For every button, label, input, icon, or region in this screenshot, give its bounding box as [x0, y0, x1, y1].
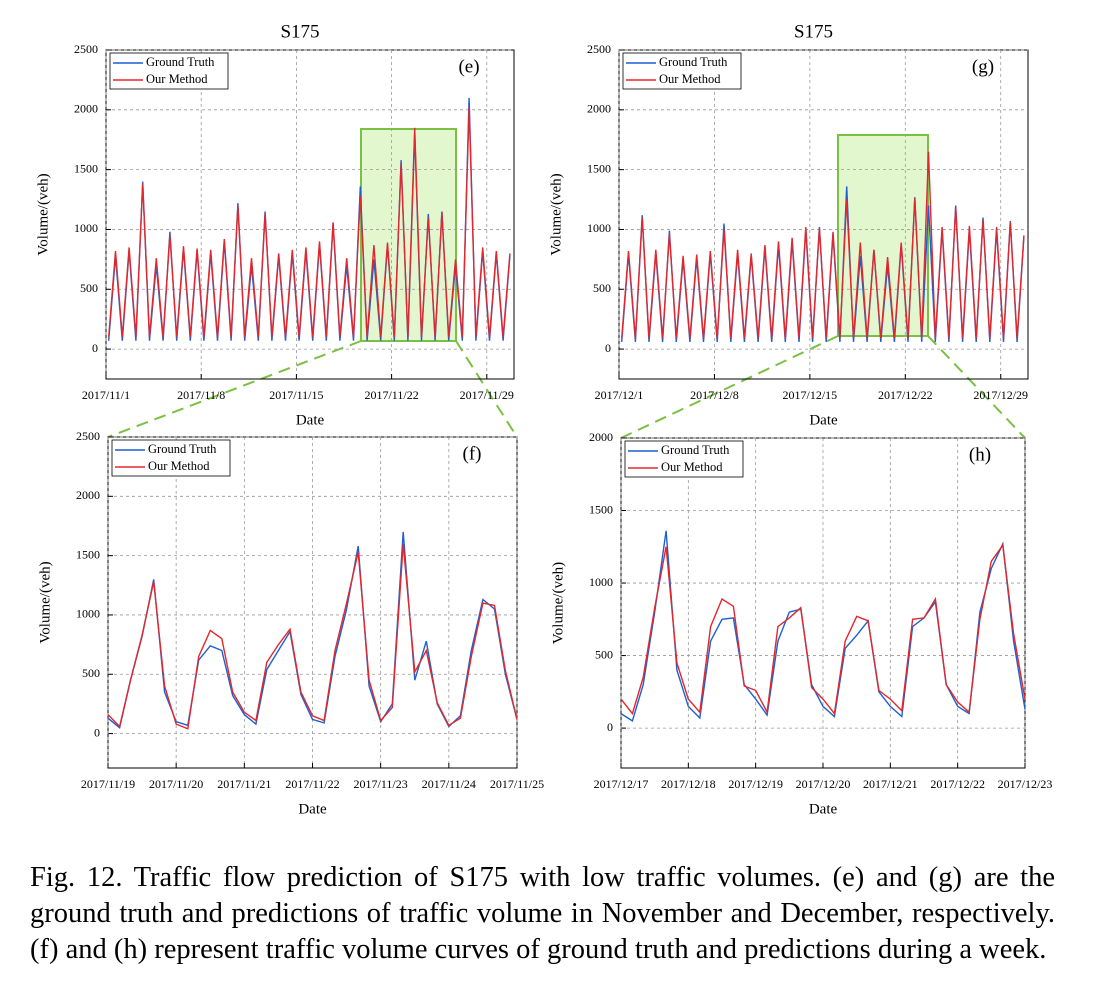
series-line [108, 107, 511, 338]
figure-caption: Fig. 12. Traffic flow prediction of S175… [30, 862, 1055, 965]
y-tick-label: 2000 [76, 488, 100, 502]
y-tick-label: 1500 [74, 161, 98, 175]
zoom-connector [107, 340, 362, 438]
y-tick-label: 1500 [589, 502, 613, 516]
y-axis-label: Volume/(veh) [37, 561, 53, 643]
legend-box [111, 439, 231, 477]
x-tick-label: 2017/12/8 [690, 388, 739, 402]
y-tick-label: 1000 [76, 607, 100, 621]
x-tick-label: 2017/11/20 [149, 777, 203, 791]
y-tick-label: 1000 [74, 221, 98, 235]
legend-label: Ground Truth [148, 442, 217, 456]
y-tick-label: 2000 [589, 430, 613, 444]
x-tick-label: 2017/12/20 [796, 777, 851, 791]
x-tick-label: 2017/11/8 [177, 388, 225, 402]
legend-label: Our Method [659, 72, 721, 86]
x-tick-label: 2017/11/25 [490, 777, 544, 791]
line-chart: 0 500 1000 1500 2000 2500 2017/12/1 2017/12/8 20… [548, 21, 1029, 428]
y-tick-label: 2500 [76, 429, 100, 443]
panel-label: (f) [463, 443, 482, 464]
x-tick-label: 2017/12/22 [930, 777, 985, 791]
panel-label: (e) [458, 56, 479, 77]
y-tick-label: 500 [82, 666, 100, 680]
series-line [107, 531, 518, 729]
panel-label: (h) [969, 444, 991, 465]
zoom-connector [927, 335, 1026, 439]
legend-label: Ground Truth [661, 443, 730, 457]
x-tick-label: 2017/12/29 [973, 388, 1028, 402]
x-tick-label: 2017/11/22 [285, 777, 339, 791]
legend-box [109, 52, 229, 90]
x-tick-label: 2017/12/15 [783, 388, 838, 402]
chart-title: S175 [280, 21, 319, 42]
y-tick-label: 500 [593, 281, 611, 295]
chart-title: S175 [794, 21, 833, 42]
series-line [620, 530, 1026, 722]
y-axis-label: Volume/(veh) [548, 173, 564, 255]
y-tick-label: 1500 [587, 161, 611, 175]
panel-label: (g) [972, 56, 994, 77]
x-tick-label: 2017/12/22 [878, 388, 933, 402]
x-tick-label: 2017/12/17 [594, 777, 649, 791]
y-tick-label: 2000 [74, 102, 98, 116]
zoom-connector [620, 335, 839, 439]
legend-label: Our Method [146, 72, 208, 86]
y-tick-label: 2000 [587, 102, 611, 116]
y-tick-label: 500 [80, 281, 98, 295]
x-tick-label: 2017/11/24 [422, 777, 476, 791]
y-tick-label: 2500 [587, 42, 611, 56]
y-tick-label: 0 [605, 341, 611, 355]
x-tick-label: 2017/11/19 [81, 777, 135, 791]
x-tick-label: 2017/12/21 [863, 777, 918, 791]
y-tick-label: 1000 [589, 575, 613, 589]
legend-label: Ground Truth [146, 55, 215, 69]
x-tick-label: 2017/11/23 [354, 777, 408, 791]
x-tick-label: 2017/12/23 [998, 777, 1053, 791]
y-axis-label: Volume/(veh) [35, 173, 51, 255]
x-tick-label: 2017/11/22 [364, 388, 418, 402]
line-chart: 0 500 1000 1500 2000 2500 2017/11/1 2017/11/8 20… [35, 21, 515, 428]
x-tick-label: 2017/12/1 [595, 388, 644, 402]
x-axis-label: Date [809, 412, 838, 428]
x-axis-label: Date [809, 801, 838, 817]
x-tick-label: 2017/11/21 [217, 777, 271, 791]
legend-box [624, 440, 744, 478]
y-tick-label: 0 [92, 341, 98, 355]
x-axis-label: Date [296, 412, 325, 428]
series-line [620, 543, 1026, 716]
legend-label: Our Method [661, 460, 723, 474]
x-tick-label: 2017/11/1 [82, 388, 130, 402]
plot-area [618, 49, 1029, 380]
legend-label: Ground Truth [659, 55, 728, 69]
y-tick-label: 1000 [587, 221, 611, 235]
line-chart: 0 500 1000 1500 2000 2500 2017/11/19 2017/11/20… [37, 429, 544, 818]
y-tick-label: 1500 [76, 547, 100, 561]
x-tick-label: 2017/11/15 [269, 388, 323, 402]
figure: 0 500 1000 1500 2000 2500 2017/11/1 2017/11/8 20… [35, 21, 1052, 818]
y-tick-label: 0 [94, 725, 100, 739]
x-tick-label: 2017/12/18 [661, 777, 716, 791]
y-tick-label: 2500 [74, 42, 98, 56]
x-axis-label: Date [298, 801, 327, 817]
legend-box [622, 52, 742, 90]
series-line [621, 151, 1025, 339]
x-tick-label: 2017/12/19 [728, 777, 783, 791]
y-tick-label: 500 [595, 647, 613, 661]
legend-label: Our Method [148, 459, 210, 473]
line-chart: 0 500 1000 1500 2000 2017/12/17 2017/12/18 2017… [550, 430, 1052, 818]
y-axis-label: Volume/(veh) [550, 562, 566, 644]
y-tick-label: 0 [607, 720, 613, 734]
x-tick-label: 2017/11/29 [460, 388, 514, 402]
series-line [107, 543, 518, 730]
